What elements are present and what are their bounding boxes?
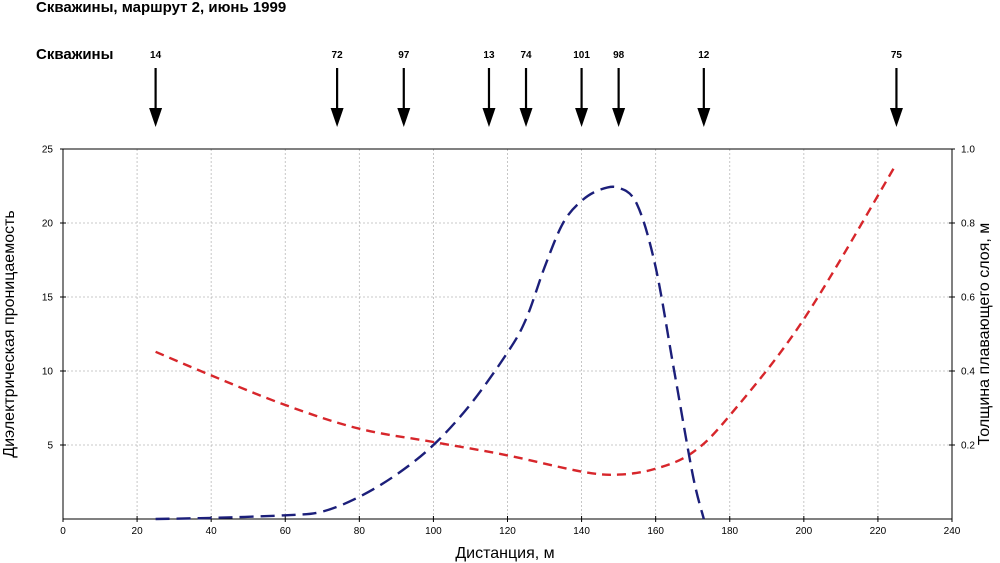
x-tick-label: 100 (425, 526, 442, 537)
y-tick-label: 5 (47, 441, 53, 452)
series-lines (155, 163, 898, 521)
chart-title: Скважины, маршрут 2, июнь 1999 (36, 0, 287, 16)
x-tick-label: 160 (647, 526, 664, 537)
x-tick-label: 120 (499, 526, 516, 537)
well-label: 101 (573, 50, 590, 61)
series-line-permittivity (155, 163, 898, 476)
well-arrow-head (149, 108, 163, 127)
wells-label: Скважины (36, 46, 113, 63)
well-label: 97 (398, 50, 410, 61)
y2-tick-label: 1.0 (961, 145, 975, 156)
well-arrow-head (889, 108, 903, 127)
well-arrow-head (697, 108, 711, 127)
well-label: 12 (698, 50, 710, 61)
well-arrow-head (519, 108, 533, 127)
x-axis-label: Дистанция, м (455, 545, 554, 562)
x-tick-label: 200 (795, 526, 812, 537)
x-tick-label: 0 (60, 526, 66, 537)
wells-markers: 14 72 97 13 74 101 98 12 75 (149, 50, 903, 127)
y-tick-label: 10 (42, 367, 54, 378)
grid-lines (63, 149, 952, 519)
y2-tick-label: 0.6 (961, 293, 975, 304)
x-tick-label: 60 (280, 526, 292, 537)
x-tick-label: 20 (132, 526, 144, 537)
x-tick-label: 40 (206, 526, 218, 537)
axis-ticks: 0 20 40 60 80 100 120 140 160 180 200 220 240 5 10 15 20… (42, 145, 975, 538)
y2-tick-label: 0.2 (961, 441, 975, 452)
y-axis-label: Диэлектрическая проницаемость (1, 210, 18, 458)
well-arrow-head (575, 108, 589, 127)
well-label: 14 (150, 50, 162, 61)
well-label: 74 (520, 50, 532, 61)
x-tick-label: 80 (354, 526, 366, 537)
y2-tick-label: 0.4 (961, 367, 975, 378)
well-label: 13 (483, 50, 495, 61)
y-tick-label: 20 (42, 219, 54, 230)
y2-axis-label: Толщина плавающего слоя, м (976, 223, 993, 445)
well-arrow-head (330, 108, 344, 127)
y2-tick-label: 0.8 (961, 219, 975, 230)
well-arrow-head (612, 108, 626, 127)
well-arrow-head (482, 108, 496, 127)
x-tick-label: 180 (721, 526, 738, 537)
x-tick-label: 220 (870, 526, 887, 537)
x-tick-label: 140 (573, 526, 590, 537)
x-tick-label: 240 (944, 526, 961, 537)
well-label: 98 (613, 50, 625, 61)
y-tick-label: 25 (42, 145, 54, 156)
series-line-thickness (155, 185, 705, 521)
well-label: 72 (332, 50, 344, 61)
well-label: 75 (891, 50, 903, 61)
y-tick-label: 15 (42, 293, 54, 304)
well-arrow-head (397, 108, 411, 127)
